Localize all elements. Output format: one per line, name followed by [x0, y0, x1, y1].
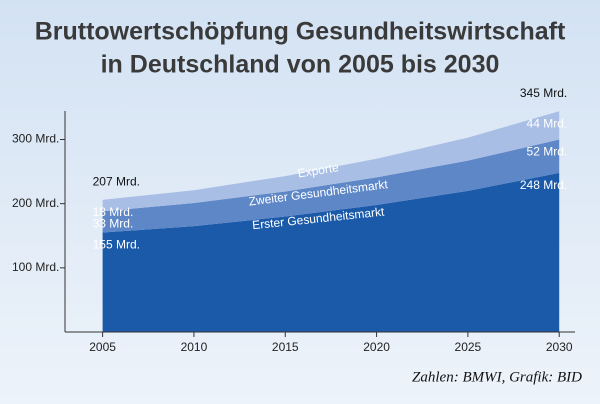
value-label: 248 Mrd.: [520, 178, 567, 192]
value-label: 155 Mrd.: [93, 238, 140, 252]
chart-title: in Deutschland von 2005 bis 2030: [101, 51, 500, 79]
value-label: 44 Mrd.: [527, 116, 568, 130]
total-label: 345 Mrd.: [520, 86, 567, 100]
y-tick-label: 300 Mrd.: [12, 132, 59, 146]
value-label: 18 Mrd.: [93, 205, 134, 219]
area: [102, 139, 560, 233]
x-tick-label: 2010: [181, 340, 208, 354]
x-tick-label: 2005: [89, 340, 116, 354]
y-tick-label: 100 Mrd.: [12, 260, 59, 274]
x-tick-label: 2020: [363, 340, 390, 354]
area: [102, 111, 560, 212]
x-tick-label: 2015: [272, 340, 299, 354]
value-label: 33 Mrd.: [93, 217, 134, 231]
x-tick-label: 2030: [546, 340, 573, 354]
source: Zahlen: BMWI, Grafik: BID: [412, 369, 582, 385]
series-label: Exporte: [297, 160, 340, 180]
chart-title: Bruttowertschöpfung Gesundheitswirtschaf…: [35, 18, 566, 46]
x-tick-label: 2025: [455, 340, 482, 354]
y-tick-label: 200 Mrd.: [12, 196, 59, 210]
area: [102, 172, 560, 332]
total-label: 207 Mrd.: [93, 174, 140, 188]
value-label: 52 Mrd.: [527, 145, 568, 159]
